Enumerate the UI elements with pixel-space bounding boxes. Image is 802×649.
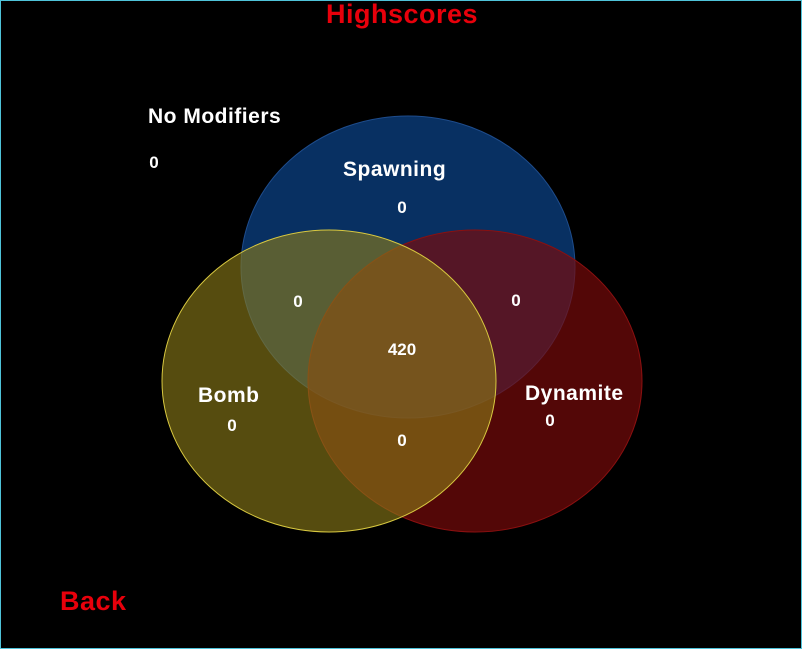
bomb-label: Bomb (198, 384, 260, 407)
bomb-circle (161, 229, 497, 533)
spawning-dynamite-score: 0 (511, 291, 521, 310)
spawning-only-score: 0 (397, 198, 407, 217)
dynamite-only-score: 0 (545, 411, 555, 430)
spawning-label: Spawning (343, 158, 447, 181)
bomb-only-score: 0 (227, 416, 237, 435)
page-title: Highscores (325, 0, 479, 29)
back-button[interactable]: Back (60, 586, 127, 616)
spawning-bomb-score: 0 (293, 292, 303, 311)
bomb-dynamite-score: 0 (397, 431, 407, 450)
dynamite-label: Dynamite (525, 382, 624, 405)
no-modifiers-score: 0 (149, 153, 159, 172)
all-three-score: 420 (387, 340, 417, 359)
no-modifiers-label: No Modifiers (148, 105, 282, 128)
